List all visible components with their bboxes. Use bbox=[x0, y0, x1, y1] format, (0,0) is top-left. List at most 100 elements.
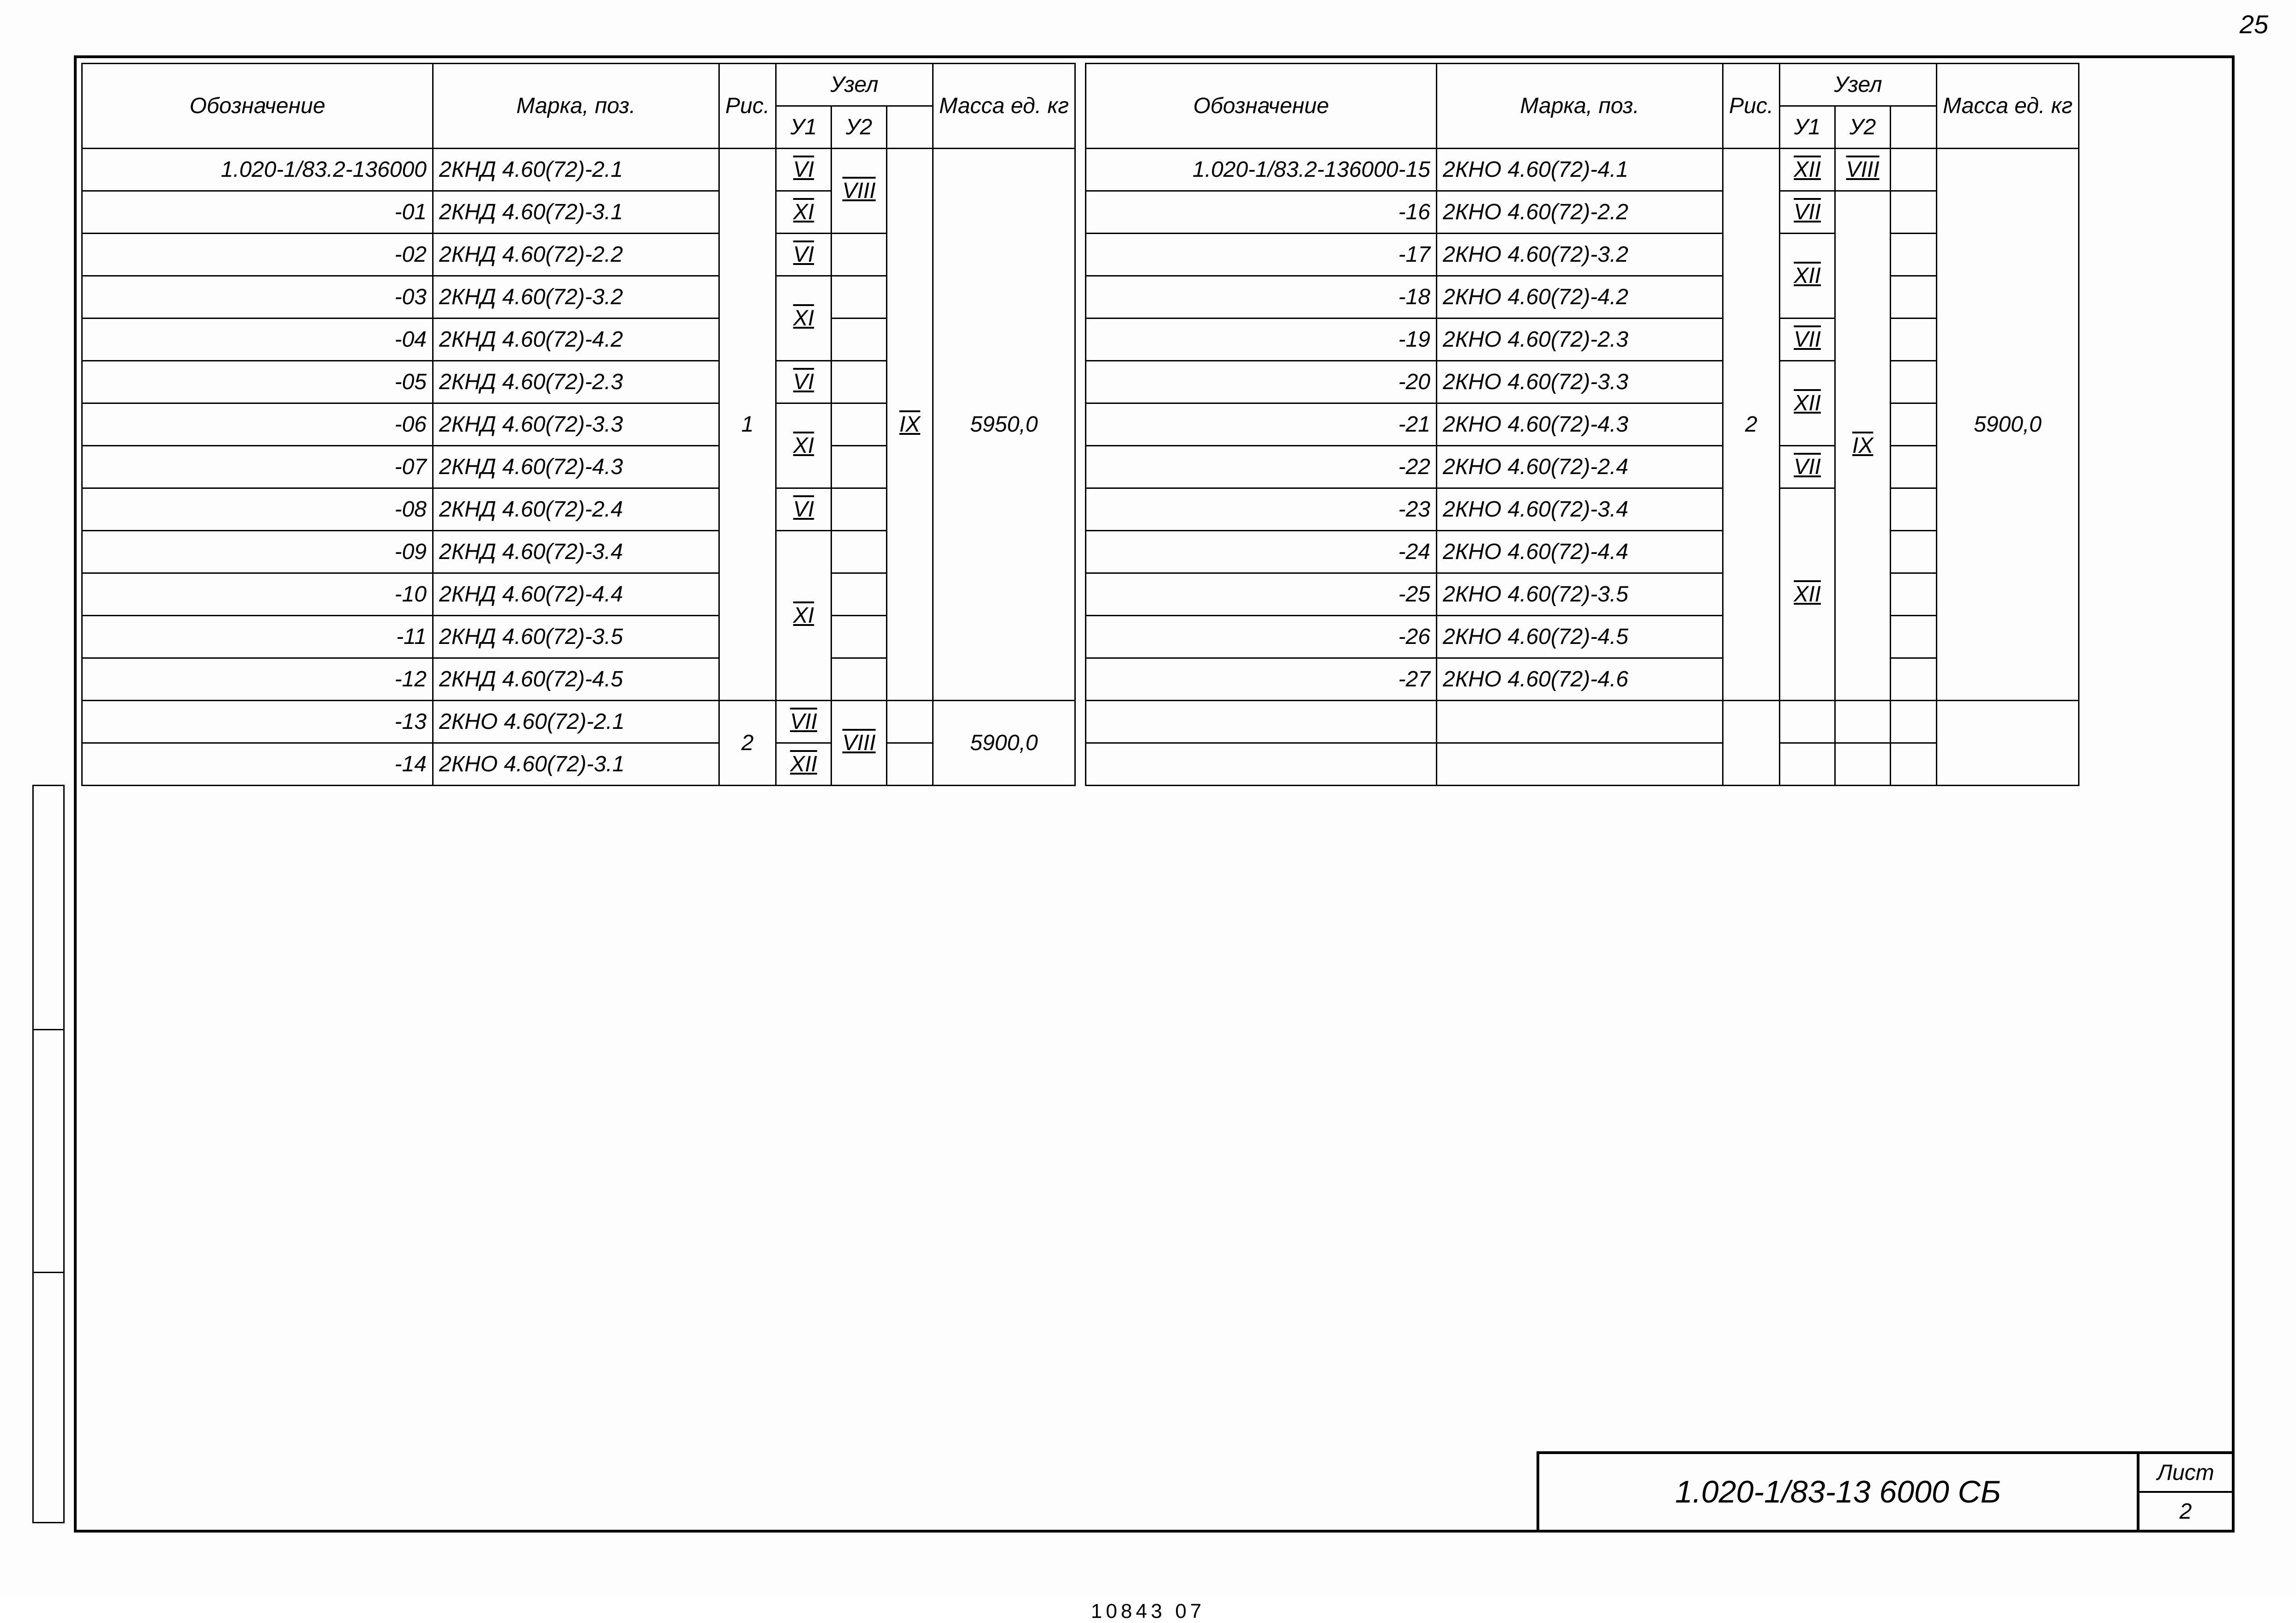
cell-mark: 2КНД 4.60(72)-3.4 bbox=[433, 531, 719, 573]
cell-designation: 1.020-1/83.2-136000-15 bbox=[1086, 149, 1437, 191]
spec-row: -262КНО 4.60(72)-4.5 bbox=[1086, 616, 2079, 658]
cell-u1: VI bbox=[776, 149, 832, 191]
cell-u3 bbox=[1891, 573, 1937, 616]
cell-mark: 2КНД 4.60(72)-3.1 bbox=[433, 191, 719, 234]
th-uzel: Узел bbox=[776, 64, 933, 106]
cell-designation: -24 bbox=[1086, 531, 1437, 573]
th-u3-blank bbox=[887, 106, 933, 149]
spec-row: -132КНО 4.60(72)-2.12VIIVIII5900,0 bbox=[82, 701, 1075, 743]
cell-designation: -08 bbox=[82, 488, 433, 531]
page-corner-number: 25 bbox=[2240, 9, 2268, 39]
roman-numeral: VII bbox=[1793, 454, 1822, 480]
cell-u1: XI bbox=[776, 403, 832, 488]
cell-mark: 2КНО 4.60(72)-4.3 bbox=[1437, 403, 1723, 446]
cell-mark: 2КНО 4.60(72)-2.3 bbox=[1437, 319, 1723, 361]
th-u1: У1 bbox=[776, 106, 832, 149]
spec-row: -202КНО 4.60(72)-3.3XII bbox=[1086, 361, 2079, 403]
drawing-number: 1.020-1/83-13 6000 СБ bbox=[1539, 1454, 2139, 1530]
cell-designation bbox=[1086, 743, 1437, 786]
cell-u1: VII bbox=[1780, 446, 1835, 488]
cell-u2: VIII bbox=[832, 701, 887, 786]
th-designation: Обозначение bbox=[1086, 64, 1437, 149]
cell-u2 bbox=[832, 658, 887, 701]
cell-u1: VII bbox=[776, 701, 832, 743]
cell-designation: -21 bbox=[1086, 403, 1437, 446]
cell-mark: 2КНО 4.60(72)-3.5 bbox=[1437, 573, 1723, 616]
spec-row: -272КНО 4.60(72)-4.6 bbox=[1086, 658, 2079, 701]
cell-u3 bbox=[1891, 403, 1937, 446]
roman-numeral: IX bbox=[1851, 433, 1874, 458]
cell-designation: -16 bbox=[1086, 191, 1437, 234]
cell-u2 bbox=[832, 276, 887, 319]
cell-u2 bbox=[1835, 701, 1891, 743]
cell-u3 bbox=[887, 743, 933, 786]
cell-mark: 2КНД 4.60(72)-4.3 bbox=[433, 446, 719, 488]
spec-row: -242КНО 4.60(72)-4.4 bbox=[1086, 531, 2079, 573]
th-mark: Марка, поз. bbox=[433, 64, 719, 149]
cell-ris bbox=[1723, 701, 1780, 786]
cell-mark: 2КНО 4.60(72)-2.1 bbox=[433, 701, 719, 743]
roman-numeral: XII bbox=[1793, 582, 1822, 607]
spec-row: -222КНО 4.60(72)-2.4VII bbox=[1086, 446, 2079, 488]
cell-u2: IX bbox=[1835, 191, 1891, 701]
cell-designation: -05 bbox=[82, 361, 433, 403]
cell-designation: -12 bbox=[82, 658, 433, 701]
cell-ris: 2 bbox=[719, 701, 776, 786]
cell-designation: -06 bbox=[82, 403, 433, 446]
cell-mark: 2КНО 4.60(72)-4.4 bbox=[1437, 531, 1723, 573]
roman-numeral: XI bbox=[792, 306, 815, 331]
cell-designation: -10 bbox=[82, 573, 433, 616]
cell-mark bbox=[1437, 743, 1723, 786]
cell-mass: 5900,0 bbox=[1937, 149, 2079, 701]
cell-mark: 2КНО 4.60(72)-3.4 bbox=[1437, 488, 1723, 531]
sheet-box: Лист 2 bbox=[2139, 1454, 2232, 1530]
cell-u3 bbox=[1891, 743, 1937, 786]
cell-u1: XII bbox=[776, 743, 832, 786]
cell-u2 bbox=[832, 319, 887, 361]
cell-designation: -07 bbox=[82, 446, 433, 488]
cell-mark: 2КНД 4.60(72)-3.5 bbox=[433, 616, 719, 658]
cell-ris: 1 bbox=[719, 149, 776, 701]
cell-designation: -14 bbox=[82, 743, 433, 786]
cell-mark: 2КНД 4.60(72)-4.2 bbox=[433, 319, 719, 361]
cell-u3 bbox=[1891, 361, 1937, 403]
roman-numeral: VI bbox=[792, 242, 815, 267]
cell-designation: -11 bbox=[82, 616, 433, 658]
roman-numeral: VIII bbox=[842, 730, 877, 756]
tables-container: Обозначение Марка, поз. Рис. Узел Масса … bbox=[81, 63, 2079, 786]
cell-mark: 2КНО 4.60(72)-2.2 bbox=[1437, 191, 1723, 234]
cell-u1: VII bbox=[1780, 191, 1835, 234]
roman-numeral: VII bbox=[1793, 199, 1822, 225]
cell-mark: 2КНО 4.60(72)-3.2 bbox=[1437, 234, 1723, 276]
th-ris: Рис. bbox=[1723, 64, 1780, 149]
th-u2: У2 bbox=[832, 106, 887, 149]
cell-mark: 2КНД 4.60(72)-2.4 bbox=[433, 488, 719, 531]
cell-mark: 2КНД 4.60(72)-4.5 bbox=[433, 658, 719, 701]
cell-mark: 2КНО 4.60(72)-3.1 bbox=[433, 743, 719, 786]
cell-u3 bbox=[1891, 701, 1937, 743]
roman-numeral: XI bbox=[792, 603, 815, 628]
cell-mass: 5900,0 bbox=[933, 701, 1075, 786]
cell-u3 bbox=[1891, 191, 1937, 234]
cell-mass: 5950,0 bbox=[933, 149, 1075, 701]
cell-designation: 1.020-1/83.2-136000 bbox=[82, 149, 433, 191]
cell-u3 bbox=[1891, 658, 1937, 701]
spec-row: -182КНО 4.60(72)-4.2 bbox=[1086, 276, 2079, 319]
cell-mark: 2КНО 4.60(72)-4.2 bbox=[1437, 276, 1723, 319]
cell-u3 bbox=[1891, 446, 1937, 488]
cell-mark: 2КНО 4.60(72)-4.6 bbox=[1437, 658, 1723, 701]
spec-row: -212КНО 4.60(72)-4.3 bbox=[1086, 403, 2079, 446]
cell-u1: VII bbox=[1780, 319, 1835, 361]
cell-mark: 2КНД 4.60(72)-3.2 bbox=[433, 276, 719, 319]
spec-row: -172КНО 4.60(72)-3.2XII bbox=[1086, 234, 2079, 276]
spec-row: 1.020-1/83.2-136000-152КНО 4.60(72)-4.12… bbox=[1086, 149, 2079, 191]
roman-numeral: VII bbox=[1793, 327, 1822, 352]
th-mass: Масса ед. кг bbox=[933, 64, 1075, 149]
binding-margin bbox=[32, 785, 65, 1523]
sheet-number: 2 bbox=[2139, 1493, 2232, 1530]
cell-u2 bbox=[832, 616, 887, 658]
th-uzel: Узел bbox=[1780, 64, 1937, 106]
spec-table-left: Обозначение Марка, поз. Рис. Узел Масса … bbox=[81, 63, 1076, 786]
cell-designation: -13 bbox=[82, 701, 433, 743]
cell-designation: -19 bbox=[1086, 319, 1437, 361]
